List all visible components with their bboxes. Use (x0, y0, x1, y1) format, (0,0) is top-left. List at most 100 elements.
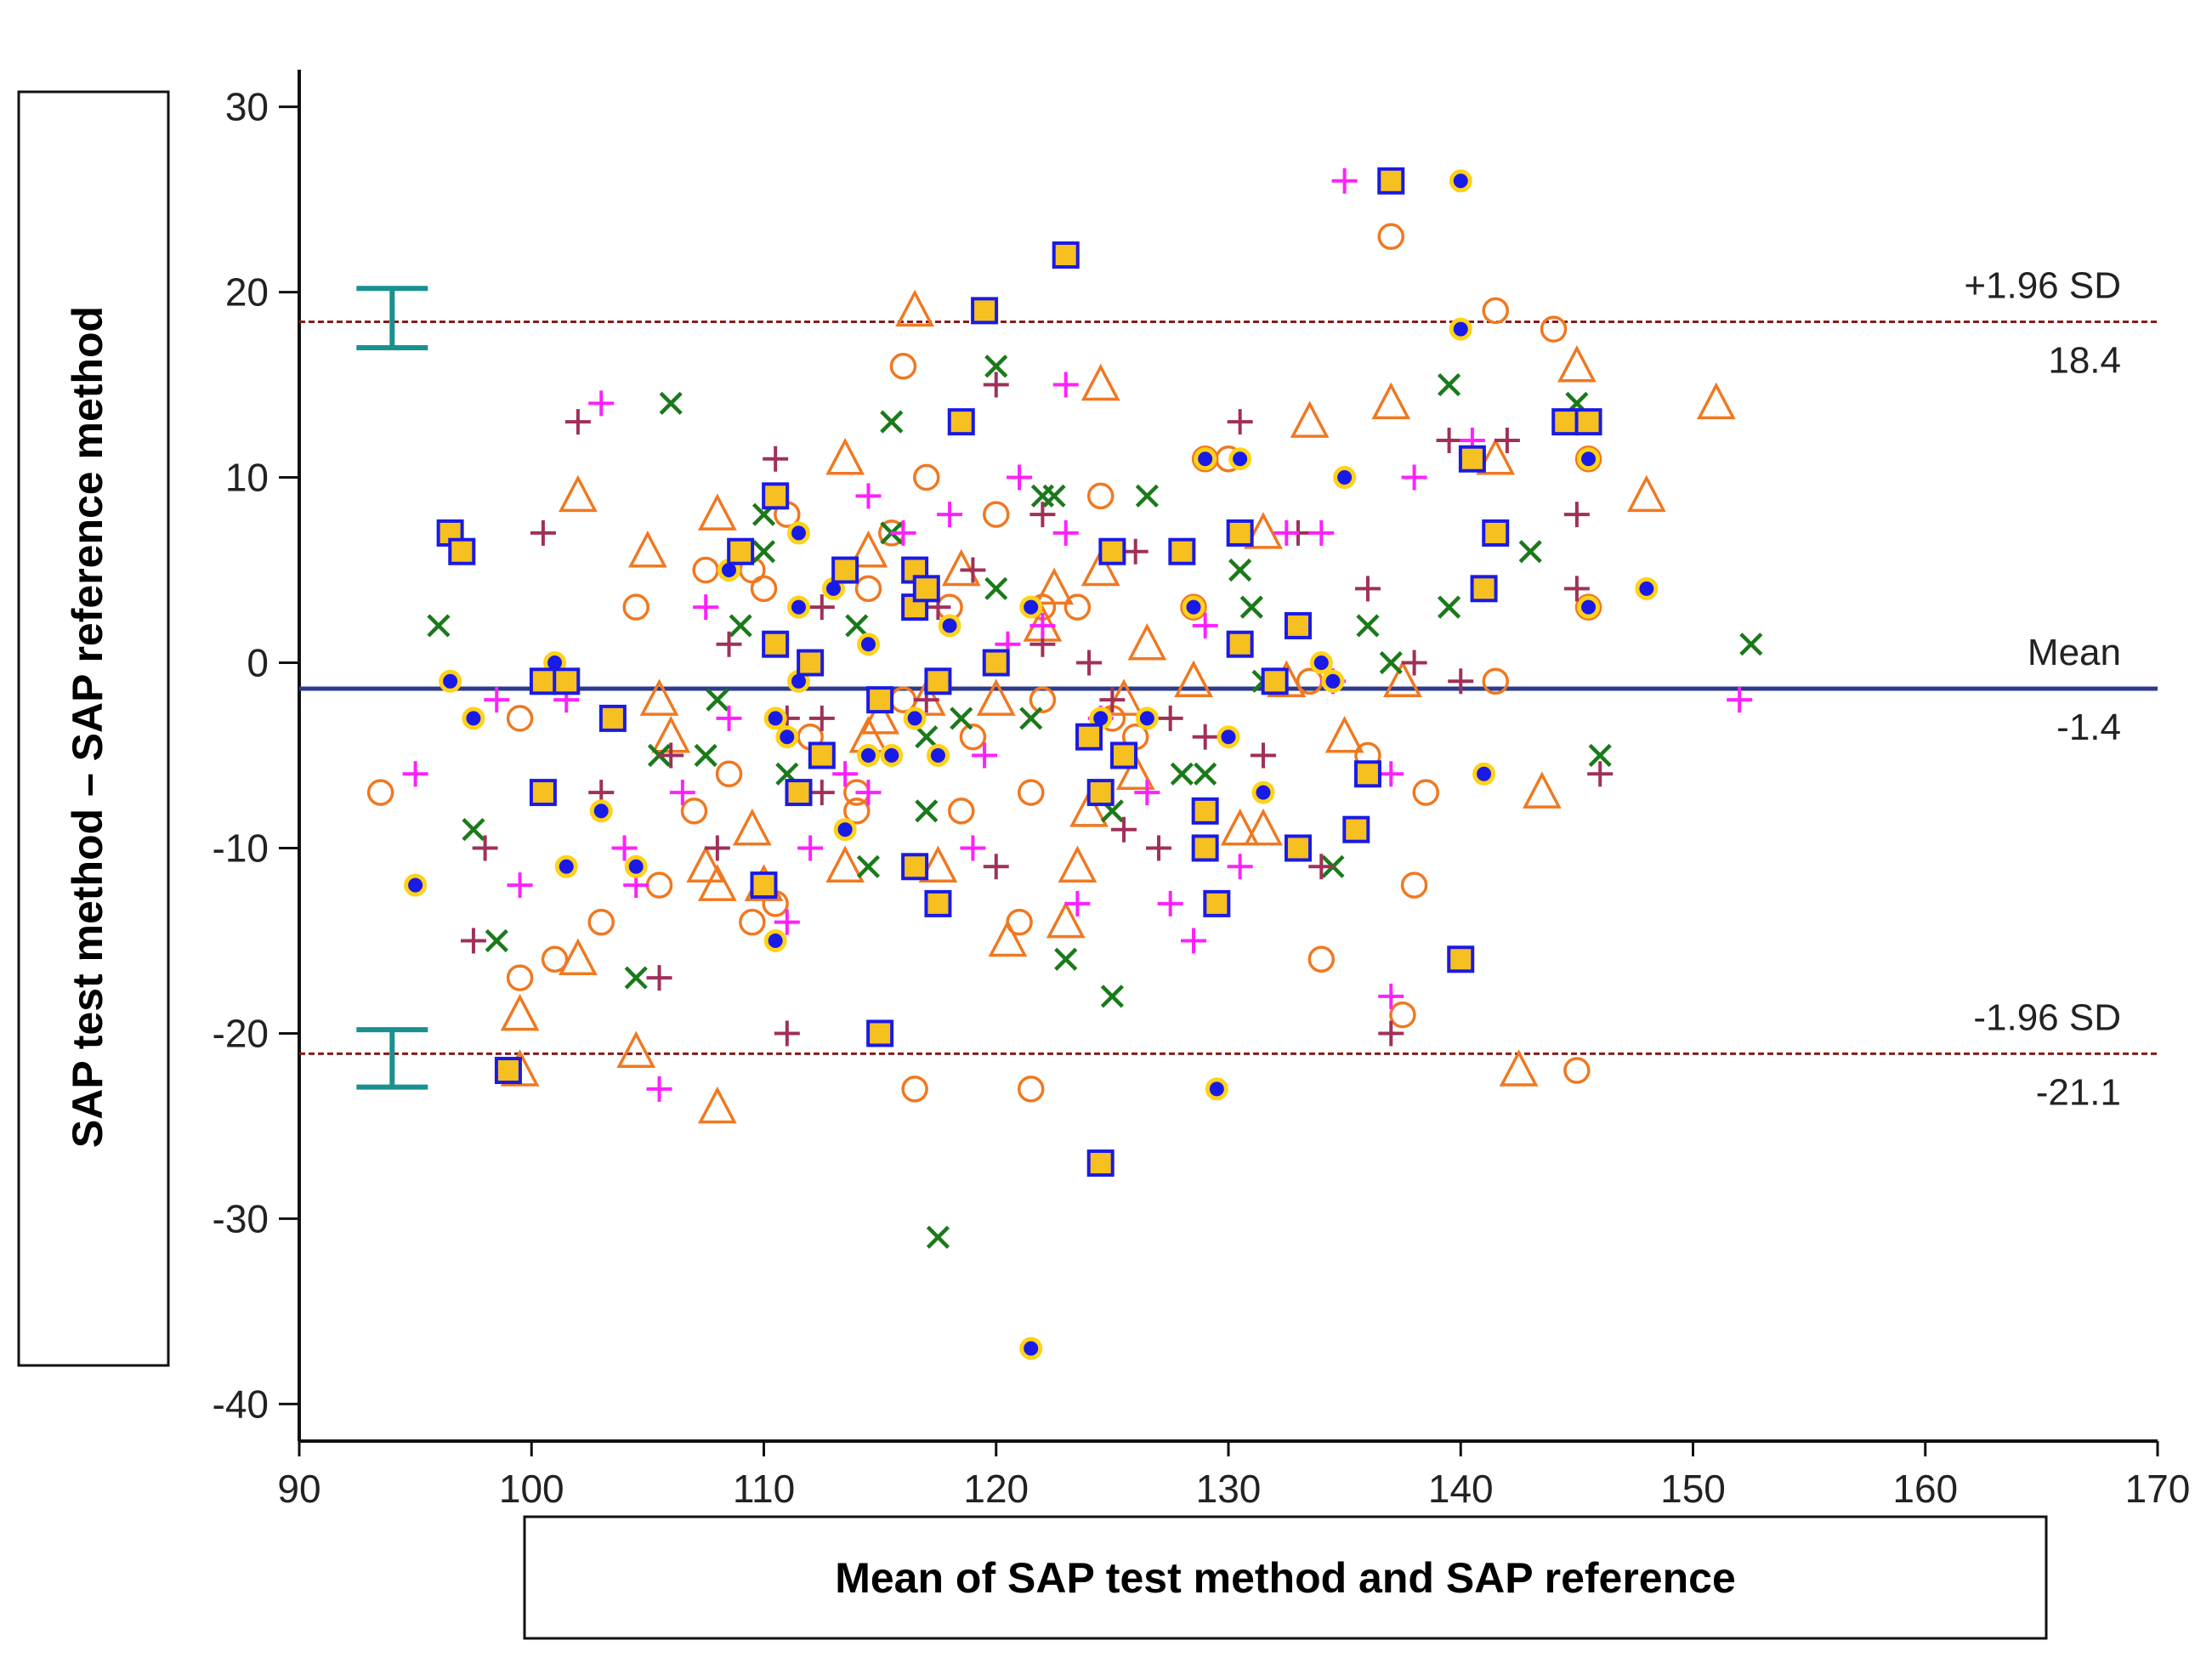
blue-dot-point (786, 595, 810, 619)
upper-limit-ci (356, 286, 428, 350)
magenta-plus-point (890, 519, 916, 546)
blue-dot-point (439, 669, 462, 693)
blue-dot-point (856, 633, 880, 656)
blue-square-point (1098, 537, 1126, 565)
blue-dot-point (903, 707, 927, 730)
purple-plus-point (1099, 687, 1126, 713)
blue-dot-point (938, 614, 961, 638)
orange-triangle-point (732, 808, 772, 846)
orange-circle-point (889, 353, 917, 380)
y-tick-label: -30 (213, 1196, 269, 1240)
x-tick-label: 140 (1428, 1467, 1494, 1511)
purple-plus-point (530, 519, 556, 546)
magenta-plus-point (611, 835, 638, 861)
magenta-plus-point (1052, 519, 1079, 546)
orange-circle-point (750, 575, 778, 603)
purple-plus-point (1563, 502, 1590, 528)
lower-limit-label: -1.96 SD (1973, 996, 2121, 1038)
orange-triangle-point (1046, 900, 1086, 939)
purple-plus-point (1146, 835, 1172, 861)
orange-triangle-point (1080, 363, 1120, 401)
blue-dot-point (1182, 595, 1205, 619)
upper-limit-value: 18.4 (2048, 339, 2121, 381)
purple-plus-point (1192, 724, 1218, 750)
x-tick-label: 130 (1196, 1467, 1262, 1511)
y-axis-title: SAP test method – SAP reference method (64, 306, 111, 1148)
blue-dot-point (1135, 707, 1159, 730)
blue-square-point (1226, 519, 1254, 547)
orange-triangle-point (848, 530, 888, 568)
green-x-point (1518, 540, 1542, 564)
blue-square-point (529, 667, 557, 695)
purple-plus-point (1436, 427, 1462, 453)
magenta-plus-point (855, 780, 882, 806)
blue-dot-point (1635, 576, 1659, 600)
orange-circle-point (680, 797, 708, 825)
orange-circle-point (901, 1076, 928, 1103)
blue-square-point (1226, 630, 1254, 658)
purple-plus-point (1494, 427, 1520, 453)
orange-triangle-point (1383, 660, 1422, 698)
magenta-plus-point (774, 909, 800, 935)
purple-plus-point (1354, 576, 1381, 602)
magenta-plus-point (960, 835, 986, 861)
orange-circle-point (739, 908, 766, 936)
orange-triangle-point (1244, 512, 1283, 549)
orange-triangle-point (1626, 474, 1666, 513)
orange-triangle-point (1499, 1049, 1539, 1087)
orange-triangle-point (825, 437, 865, 475)
blue-square-point (1191, 834, 1219, 862)
orange-circle-point (983, 501, 1010, 528)
green-x-point (1356, 614, 1380, 638)
blue-square-point (1470, 575, 1498, 603)
green-x-point (1019, 707, 1043, 730)
green-x-point (1135, 484, 1159, 508)
purple-plus-point (983, 854, 1009, 880)
purple-plus-point (1076, 650, 1103, 676)
green-x-point (462, 818, 485, 842)
series-magenta-plus (402, 167, 1753, 1102)
green-x-point (1588, 743, 1612, 768)
magenta-plus-point (1227, 854, 1253, 880)
green-x-point (984, 355, 1008, 378)
blue-dot-point (775, 725, 799, 749)
orange-circle-point (541, 945, 569, 973)
orange-circle-point (1017, 1076, 1045, 1103)
blue-square-point (750, 871, 778, 900)
blue-square-point (1574, 408, 1602, 436)
purple-plus-point (774, 1020, 800, 1047)
blue-square-point (448, 537, 476, 565)
blue-dot-point (833, 818, 857, 842)
orange-circle-point (1063, 593, 1092, 621)
orange-triangle-point (1290, 400, 1330, 438)
blue-dot-point (1472, 762, 1496, 786)
x-tick-label: 100 (499, 1467, 564, 1511)
orange-triangle-point (627, 530, 667, 568)
magenta-plus-point (855, 483, 882, 509)
magenta-plus-point (797, 835, 824, 861)
blue-square-point (1284, 834, 1312, 862)
purple-plus-point (1401, 650, 1427, 676)
purple-plus-point (1111, 816, 1137, 843)
green-x-point (485, 928, 508, 953)
orange-circle-point (959, 723, 987, 751)
blue-dot-point (1228, 447, 1252, 471)
orange-triangle-point (860, 697, 900, 735)
blue-square-point (1447, 945, 1475, 973)
y-tick-label: 30 (225, 85, 269, 129)
blue-square-point (901, 853, 929, 881)
blue-dot-point (1217, 725, 1240, 749)
green-x-point (915, 725, 939, 749)
blue-square-point (1342, 815, 1370, 843)
green-x-point (694, 743, 717, 768)
orange-triangle-point (976, 678, 1016, 716)
orange-triangle-point (1220, 808, 1260, 846)
orange-triangle-point (1058, 845, 1097, 883)
blue-square-point (1284, 611, 1312, 639)
magenta-plus-point (972, 742, 998, 769)
blue-square-point (808, 741, 836, 769)
orange-triangle-point (686, 845, 726, 883)
magenta-plus-point (693, 594, 719, 621)
orange-triangle-point (1080, 548, 1120, 587)
